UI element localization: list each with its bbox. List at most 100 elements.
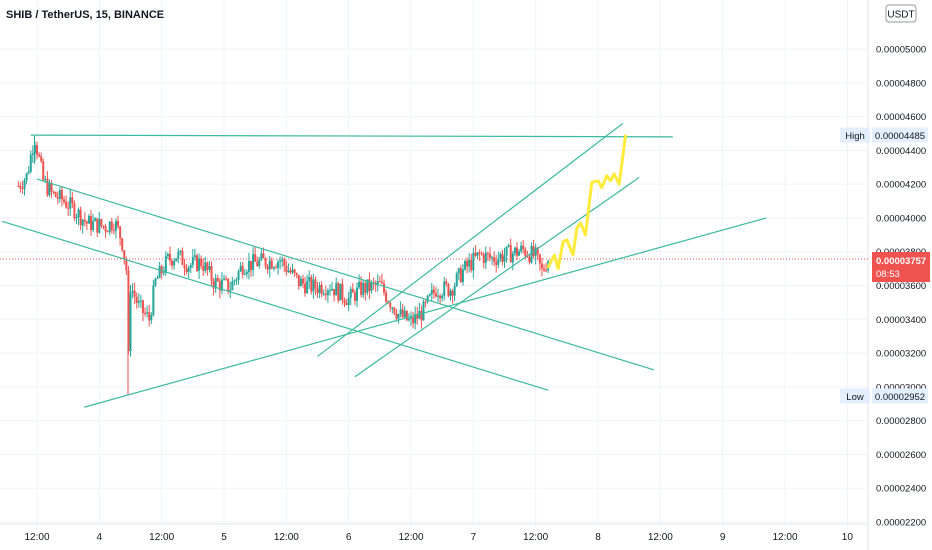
trendline[interactable] xyxy=(317,122,624,357)
candle-body xyxy=(368,279,371,291)
candle-body xyxy=(160,266,163,274)
candle-body xyxy=(395,313,398,319)
x-axis: 12:00 4 12:00 5 12:00 6 12:00 7 12:00 8 12:00 9 12:0… xyxy=(24,532,853,543)
candle-body xyxy=(262,253,265,259)
candle-body xyxy=(231,281,234,291)
candle-body xyxy=(21,188,24,190)
candle-body xyxy=(484,252,487,263)
candle-body xyxy=(166,254,169,257)
candle-body xyxy=(540,263,543,269)
candle-body xyxy=(499,253,502,259)
candle-body xyxy=(220,279,223,291)
trendline[interactable] xyxy=(30,134,673,138)
x-tick-label: 12:00 xyxy=(274,532,299,543)
candle-body xyxy=(175,258,178,262)
candle-body xyxy=(331,288,334,291)
candle-body xyxy=(351,288,354,293)
candle-body xyxy=(453,285,456,296)
candle-body xyxy=(38,154,41,157)
candle-body xyxy=(243,274,246,276)
candle-body xyxy=(129,292,132,352)
candle-body xyxy=(92,221,95,231)
candle-body xyxy=(77,209,80,218)
candle-body xyxy=(318,284,321,293)
chart-title: SHIB / TetherUS, 15, BINANCE xyxy=(6,9,164,21)
candle-body xyxy=(106,231,109,233)
x-tick-label: 4 xyxy=(97,532,103,543)
candle-body xyxy=(177,251,180,259)
price-tag-countdown: 08:53 xyxy=(876,269,900,280)
candle-body xyxy=(464,260,467,270)
candle-body xyxy=(397,314,400,319)
candle-body xyxy=(283,259,286,266)
candle-body xyxy=(430,289,433,295)
candle-body xyxy=(312,279,315,292)
low-value: 0.00002952 xyxy=(875,392,925,403)
candle-body xyxy=(501,253,504,262)
candle-body xyxy=(474,252,477,256)
y-tick-label: 0.00002200 xyxy=(876,518,926,529)
trendline[interactable] xyxy=(84,217,767,408)
candle-body xyxy=(135,296,138,303)
trendline[interactable] xyxy=(1,220,549,391)
candle-body xyxy=(443,281,446,296)
candle-body xyxy=(156,277,159,279)
candle-body xyxy=(287,270,290,273)
y-tick-label: 0.00004000 xyxy=(876,213,926,224)
candle-body xyxy=(497,258,500,265)
candle-body xyxy=(247,260,250,273)
candle-body xyxy=(123,250,126,260)
candle-body xyxy=(370,282,373,291)
candle-body xyxy=(422,301,425,321)
candle-body xyxy=(457,268,460,274)
candle-body xyxy=(326,290,329,296)
candle-body xyxy=(90,216,93,231)
candle-body xyxy=(341,283,344,300)
candle-body xyxy=(208,266,211,270)
candle-body xyxy=(17,185,20,187)
x-tick-label: 5 xyxy=(221,532,227,543)
trendline[interactable] xyxy=(36,178,655,371)
candle-body xyxy=(158,266,161,278)
candle-body xyxy=(545,270,548,272)
candle-body xyxy=(110,221,113,231)
candle-body xyxy=(486,252,489,254)
candle-body xyxy=(65,201,68,208)
x-tick-label: 8 xyxy=(595,532,601,543)
x-tick-label: 12:00 xyxy=(773,532,798,543)
candle-body xyxy=(542,268,545,271)
candle-body xyxy=(297,274,300,287)
candle-body xyxy=(291,269,294,273)
candle-body xyxy=(345,303,348,306)
candle-body xyxy=(260,253,263,260)
trendline[interactable] xyxy=(354,176,640,378)
candle-body xyxy=(252,254,255,270)
x-tick-label: 12:00 xyxy=(149,532,174,543)
candle-body xyxy=(229,290,232,292)
candle-body xyxy=(272,267,275,269)
candle-body xyxy=(189,264,192,268)
trendlines[interactable] xyxy=(1,122,767,408)
currency-badge[interactable] xyxy=(885,4,917,23)
candle-body xyxy=(281,259,284,261)
candle-body xyxy=(509,245,512,263)
candle-body xyxy=(56,197,59,199)
candle-body xyxy=(476,252,479,256)
candle-body xyxy=(112,230,115,232)
x-tick-label: 12:00 xyxy=(523,532,548,543)
candle-body xyxy=(146,312,149,314)
candle-body xyxy=(94,218,97,222)
candle-body xyxy=(322,293,325,295)
candle-body xyxy=(412,317,415,324)
candle-body xyxy=(314,279,317,289)
candle-body xyxy=(439,295,442,299)
candle-body xyxy=(256,261,259,267)
candle-body xyxy=(185,268,188,272)
candle-body xyxy=(308,276,311,282)
candle-body xyxy=(164,256,167,273)
projection-path[interactable] xyxy=(546,134,627,271)
candle-body xyxy=(511,253,514,263)
candle-body xyxy=(233,280,236,282)
low-marker xyxy=(840,388,870,404)
